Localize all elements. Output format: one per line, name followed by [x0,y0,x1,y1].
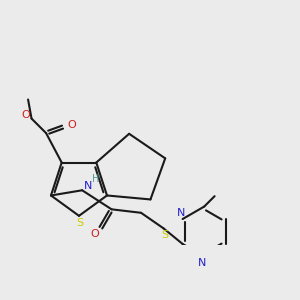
Text: N: N [198,258,207,268]
Text: N: N [84,181,93,191]
Text: N: N [177,208,185,218]
Text: S: S [162,230,169,240]
Text: O: O [90,229,99,238]
Text: S: S [76,218,84,228]
Text: O: O [68,121,76,130]
Text: H: H [92,174,99,184]
Text: O: O [21,110,30,120]
